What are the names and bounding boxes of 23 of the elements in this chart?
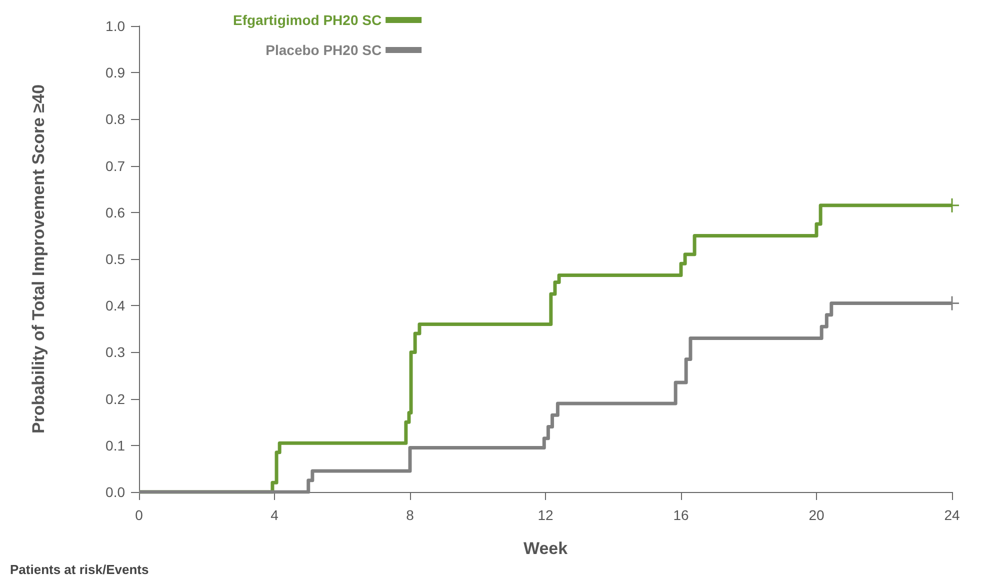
y-tick-label: 0.6: [106, 204, 126, 220]
y-tick-label: 0.4: [106, 298, 126, 314]
x-axis-title: Week: [523, 539, 568, 558]
y-axis-title: Probability of Total Improvement Score ≥40: [29, 84, 48, 434]
legend-label: Placebo PH20 SC: [266, 42, 382, 58]
y-tick-label: 0.8: [106, 111, 126, 128]
x-tick-label: 0: [135, 507, 144, 523]
y-tick-label: 0.5: [106, 251, 126, 267]
y-tick-label: 0.1: [106, 437, 126, 454]
x-tick-label: 20: [808, 507, 824, 523]
y-tick-label: 0.0: [106, 484, 126, 500]
y-tick-label: 0.7: [106, 158, 126, 174]
legend-label: Efgartigimod PH20 SC: [232, 12, 382, 28]
y-tick-label: 0.3: [106, 344, 126, 360]
x-tick-label: 24: [944, 507, 960, 523]
x-tick-label: 16: [673, 507, 689, 523]
x-tick-label: 12: [538, 507, 554, 523]
x-tick-label: 4: [270, 507, 279, 523]
x-tick-label: 8: [406, 507, 414, 523]
y-tick-label: 1.0: [106, 18, 126, 34]
y-tick-label: 0.9: [106, 64, 126, 81]
text: Patients at risk/Events: [10, 562, 149, 577]
y-tick-label: 0.2: [106, 390, 126, 407]
